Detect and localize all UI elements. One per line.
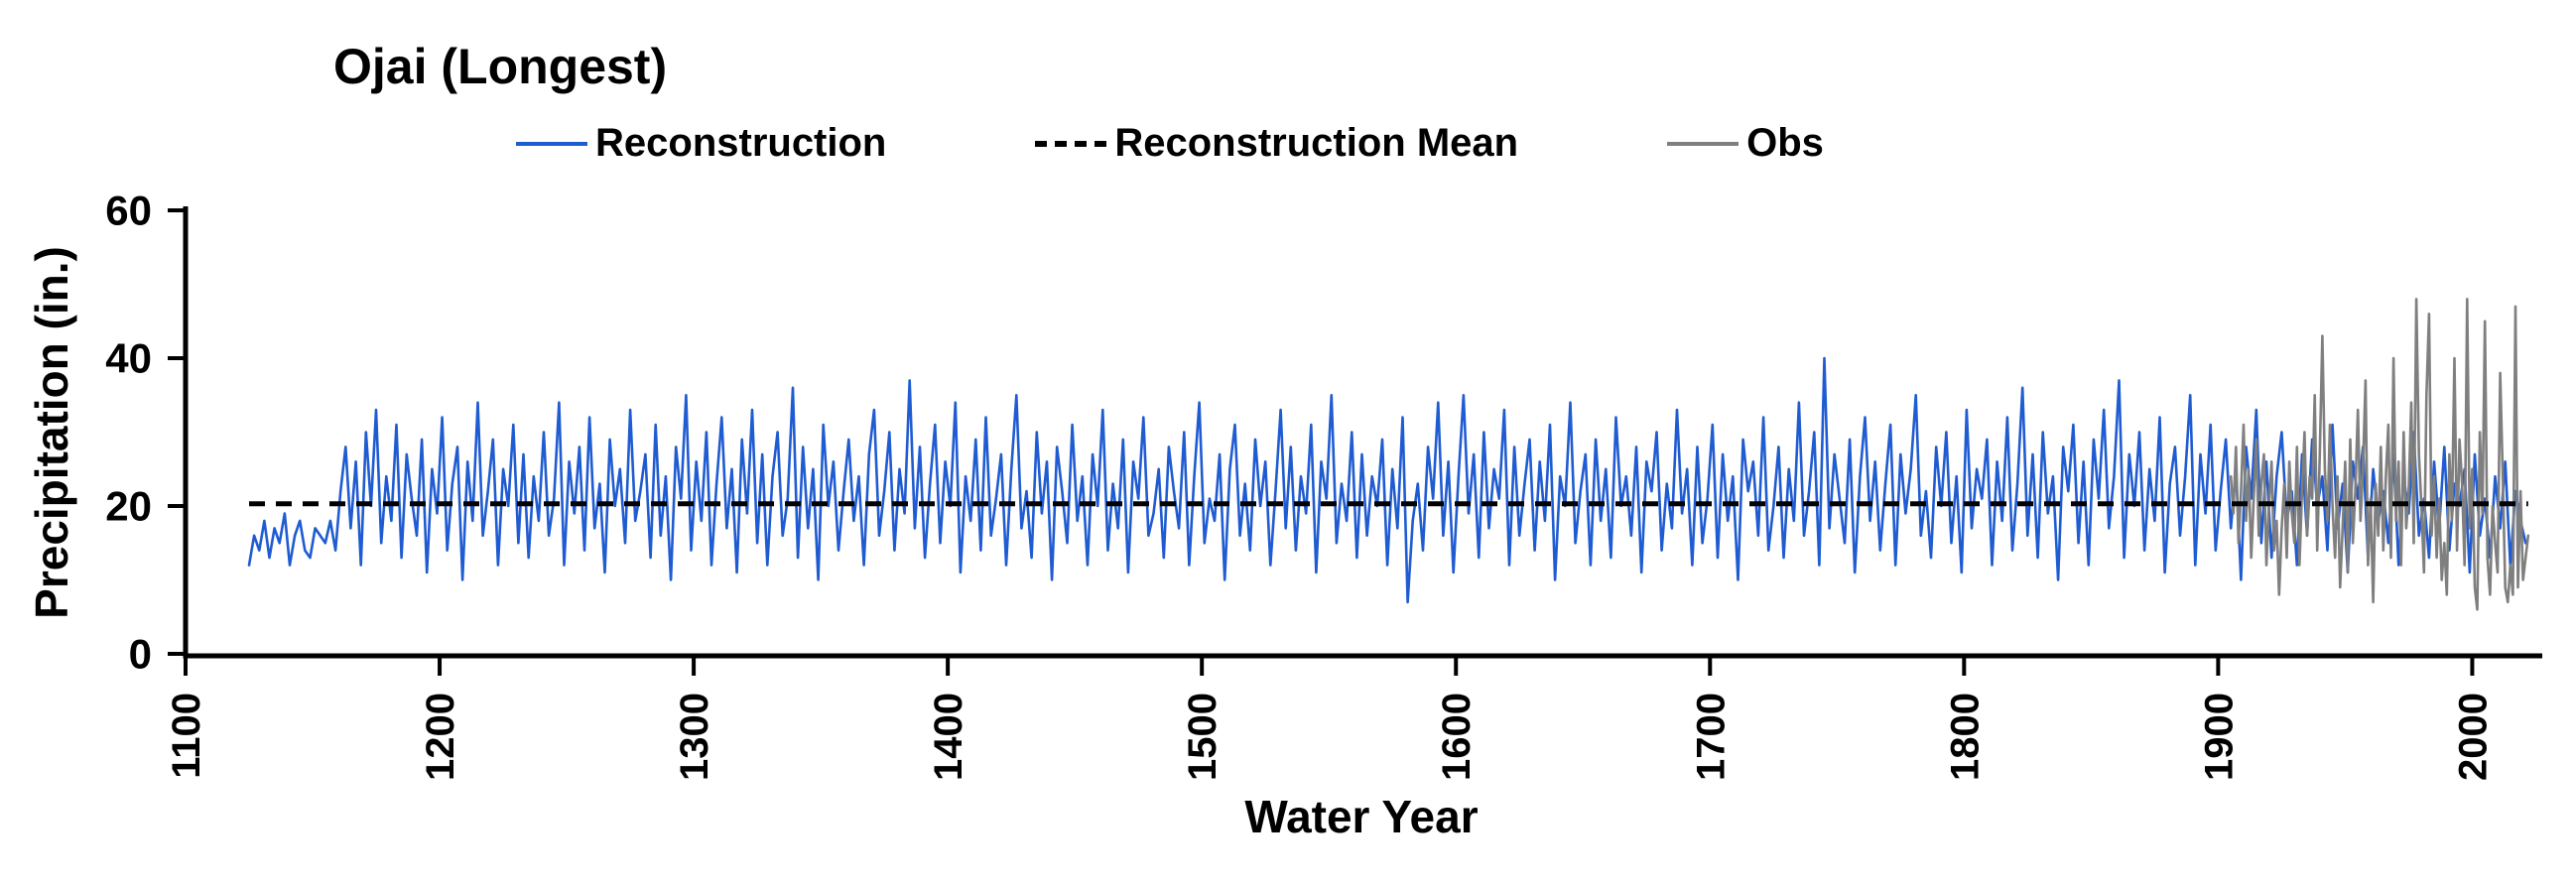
x-tick-label: 1800 [1943,693,1987,781]
y-tick-label: 60 [105,188,152,234]
legend-item-reconstruction: Reconstruction [516,121,886,166]
x-tick-label: 1700 [1689,693,1733,781]
legend-label: Obs [1746,121,1824,165]
x-tick-label: 1300 [673,693,716,781]
y-axis-title: Precipitation (in.) [26,246,77,619]
x-tick-label: 1600 [1435,693,1479,781]
y-tick-label: 0 [129,631,152,678]
y-tick-label: 40 [105,335,152,382]
reconstruction-line [247,356,2527,604]
reconstruction-mean-line-swatch-icon [1035,140,1107,147]
obs-line [2229,298,2530,611]
x-tick-label: 1100 [165,693,208,779]
x-tick-label: 1900 [2197,693,2241,781]
reconstruction-line-swatch-icon [516,141,587,146]
legend: Reconstruction Reconstruction Mean Obs [516,121,1824,166]
y-tick-label: 20 [105,483,152,530]
legend-label: Reconstruction Mean [1114,121,1519,165]
x-tick-label: 1500 [1181,693,1224,781]
x-tick-label: 2000 [2451,693,2495,781]
chart-title: Ojai (Longest) [333,39,668,94]
legend-item-reconstruction-mean: Reconstruction Mean [1035,121,1518,166]
x-tick-label: 1200 [419,693,462,781]
x-axis-title: Water Year [1244,791,1479,842]
legend-label: Reconstruction [595,121,887,165]
obs-line-swatch-icon [1667,141,1739,146]
legend-item-obs: Obs [1667,121,1824,166]
x-tick-label: 1400 [927,693,970,781]
